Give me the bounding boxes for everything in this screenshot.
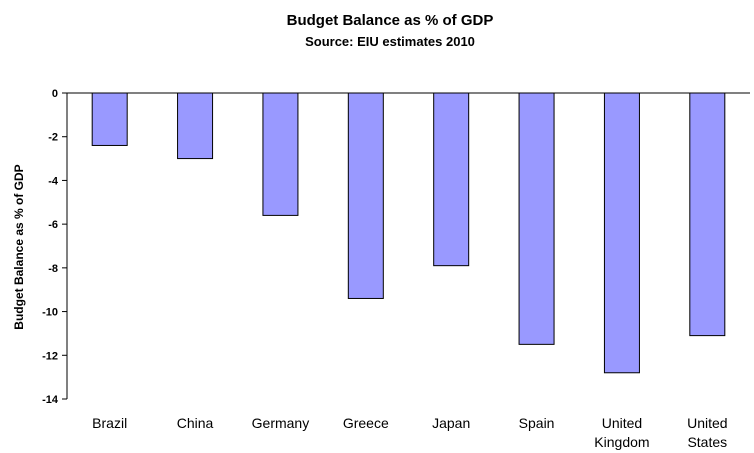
x-tick-label: China (177, 415, 214, 431)
bar-japan (433, 92, 470, 267)
y-tick-label: -10 (42, 307, 58, 319)
x-tick-label: Japan (432, 415, 470, 431)
bar-spain (518, 92, 555, 345)
y-tick-label: -2 (48, 132, 58, 144)
x-tick-label: Spain (519, 415, 555, 431)
y-tick-label: 0 (52, 88, 58, 100)
x-tick-label: United Kingdom (594, 415, 649, 450)
y-tick-label: -12 (42, 350, 58, 362)
x-tick-label: Germany (252, 415, 310, 431)
x-tick-label: United States (687, 415, 727, 450)
chart-subtitle: Source: EIU estimates 2010 (305, 34, 475, 49)
y-axis-title: Budget Balance as % of GDP (12, 164, 26, 329)
y-axis-ticks: 0 -2 -4 -6 -8 -10 -12 -14 (42, 88, 67, 406)
bars-group (91, 92, 726, 374)
chart-title: Budget Balance as % of GDP (287, 12, 494, 29)
bar-greece (347, 92, 384, 299)
x-axis-labels: Brazil China Germany Greece Japan Spain United… (92, 415, 727, 450)
y-tick-label: -14 (42, 394, 59, 406)
bar-united-states (689, 92, 726, 337)
bar-united-kingdom (603, 92, 640, 374)
y-tick-label: -6 (48, 219, 58, 231)
bar-germany (262, 92, 299, 216)
bar-china (177, 92, 214, 160)
y-tick-label: -4 (48, 175, 59, 187)
bar-brazil (91, 92, 128, 146)
y-tick-label: -8 (48, 263, 58, 275)
x-tick-label: Greece (343, 415, 389, 431)
x-tick-label: Brazil (92, 415, 127, 431)
